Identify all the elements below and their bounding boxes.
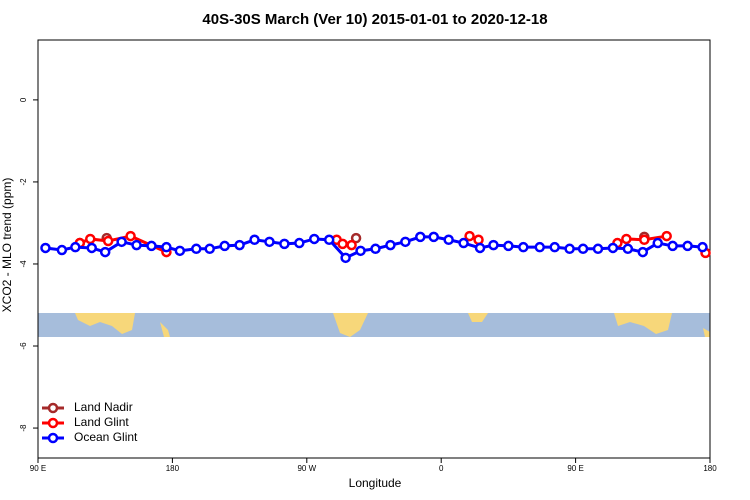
point [400,236,411,248]
y-tick-label: -8 [19,424,28,432]
point [458,237,469,249]
point [503,240,514,252]
point [219,240,230,252]
point [474,242,486,254]
point [682,240,693,252]
point [592,243,604,255]
point [279,238,290,250]
point [639,234,650,246]
point [637,246,649,258]
point [56,244,68,256]
point [564,243,575,255]
chart-title: 40S-30S March (Ver 10) 2015-01-01 to 202… [202,11,547,28]
point [652,237,663,249]
point [621,233,632,245]
point [337,238,348,250]
point [340,252,351,264]
point [86,242,98,254]
point [443,234,454,246]
point [204,243,215,255]
point [131,239,142,251]
x-tick-label: 180 [166,464,180,473]
y-tick-label: -6 [19,342,28,350]
point [125,230,136,242]
point [385,239,396,251]
point [415,231,426,243]
y-tick-label: -2 [19,178,28,186]
point [309,233,320,245]
point [350,232,362,244]
x-tick-label: 90 E [30,464,46,473]
point [264,236,275,248]
map-strip [38,313,710,337]
point [464,230,475,242]
point [70,241,81,253]
x-tick-label: 180 [703,464,717,473]
legend-marker [47,402,59,414]
x-tick-label: 90 W [297,464,316,473]
point [102,235,114,247]
point [294,237,305,249]
point [146,240,157,252]
point [622,243,634,255]
x-axis-label: Longitude [349,476,402,490]
legend-label: Ocean Glint [74,430,138,444]
point [249,234,260,246]
x-tick-label: 0 [439,464,444,473]
point [518,241,529,253]
legend-label: Land Glint [74,415,129,429]
point [323,234,335,246]
point [370,243,381,255]
legend-marker [47,417,59,429]
point [549,241,560,253]
point [191,243,202,255]
point [355,245,366,257]
point [234,239,245,251]
point [85,233,96,245]
y-tick-label: -4 [19,260,28,268]
point [473,234,484,246]
point [667,240,678,252]
point [174,245,186,257]
point [607,242,619,254]
y-tick-label: 0 [19,97,28,102]
point [534,241,546,253]
point [661,230,672,242]
y-axis-label: XCO2 - MLO trend (ppm) [0,178,14,313]
point [116,236,127,248]
x-tick-label: 90 E [567,464,583,473]
point [40,242,51,254]
legend-marker [47,432,59,444]
legend-label: Land Nadir [74,400,133,414]
plot-frame [37,39,711,459]
point [488,239,499,251]
point [428,231,439,243]
point [577,243,589,255]
point [161,241,172,253]
point [697,241,708,253]
point [346,239,357,251]
point [99,246,111,258]
